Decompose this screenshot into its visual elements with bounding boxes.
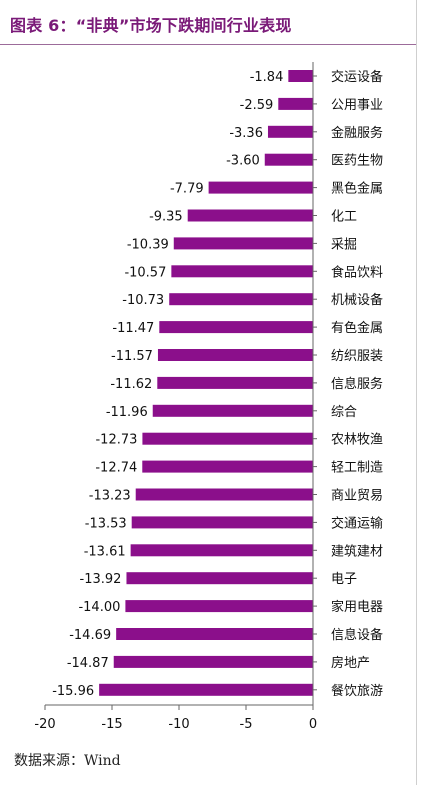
category-label-21: 信息设备 — [331, 627, 383, 643]
data-label-3: -3.36 — [229, 126, 263, 141]
bar-21 — [116, 628, 314, 640]
title-divider — [0, 44, 416, 45]
bar-9 — [169, 293, 313, 306]
source-note: 数据来源：Wind — [14, 753, 121, 769]
data-label-4: -3.60 — [226, 154, 260, 169]
category-label-12: 信息服务 — [331, 376, 383, 392]
data-label-12: -11.62 — [110, 377, 152, 392]
category-label-17: 交通运输 — [331, 515, 383, 531]
x-tick-label-1: -20 — [34, 717, 55, 732]
bar-15 — [142, 460, 313, 473]
data-label-11: -11.57 — [111, 349, 153, 364]
x-tick-label-4: -5 — [240, 717, 253, 732]
bar-7 — [173, 237, 313, 250]
category-label-6: 化工 — [331, 210, 357, 225]
category-label-7: 采掘 — [331, 237, 357, 252]
category-label-10: 有色金属 — [331, 320, 383, 336]
bar-11 — [157, 349, 313, 361]
data-label-2: -2.59 — [240, 98, 274, 113]
x-tick-label-5: 0 — [309, 717, 317, 732]
bar-6 — [187, 209, 313, 222]
data-label-16: -13.23 — [89, 489, 131, 504]
data-label-13: -11.96 — [106, 405, 148, 420]
category-label-20: 家用电器 — [331, 599, 383, 615]
bar-22 — [113, 655, 313, 668]
bar-2 — [278, 97, 313, 110]
category-label-19: 电子 — [331, 572, 357, 587]
category-label-16: 商业贸易 — [331, 489, 383, 504]
category-label-18: 建筑建材 — [331, 543, 383, 559]
bar-1 — [288, 70, 313, 82]
data-label-5: -7.79 — [170, 182, 204, 197]
bar-14 — [142, 432, 313, 445]
data-label-20: -14.00 — [78, 600, 120, 615]
right-border-line — [416, 0, 417, 785]
data-label-23: -15.96 — [52, 684, 94, 699]
data-label-7: -10.39 — [127, 237, 169, 252]
category-label-9: 机械设备 — [331, 292, 383, 308]
chart-header: 图表 6：“非典”市场下跌期间行业表现 — [0, 0, 429, 46]
bar-10 — [159, 321, 313, 334]
category-label-13: 综合 — [331, 405, 357, 420]
category-label-8: 食品饮料 — [331, 264, 383, 280]
bar-20 — [125, 600, 314, 613]
x-tick-label-2: -15 — [101, 717, 122, 732]
data-label-9: -10.73 — [122, 293, 164, 308]
data-label-18: -13.61 — [84, 544, 126, 559]
bar-17 — [131, 516, 313, 529]
data-label-21: -14.69 — [69, 628, 111, 643]
bar-18 — [130, 544, 313, 557]
bar-4 — [264, 153, 313, 166]
bar-23 — [99, 683, 313, 696]
category-label-11: 纺织服装 — [331, 349, 383, 364]
x-tick-label-3: -10 — [168, 717, 189, 732]
bar-3 — [267, 125, 313, 138]
category-label-22: 房地产 — [331, 655, 370, 671]
category-label-2: 公用事业 — [331, 98, 383, 113]
category-label-1: 交运设备 — [331, 69, 383, 85]
data-label-14: -12.73 — [95, 433, 137, 448]
data-label-10: -11.47 — [112, 321, 154, 336]
data-label-22: -14.87 — [67, 656, 109, 671]
category-label-4: 医药生物 — [331, 154, 383, 169]
data-label-8: -10.57 — [124, 265, 166, 280]
data-label-17: -13.53 — [85, 516, 127, 531]
category-label-15: 轻工制造 — [331, 461, 383, 476]
bar-13 — [152, 404, 313, 417]
bar-16 — [135, 488, 313, 501]
chart-title: 图表 6：“非典”市场下跌期间行业表现 — [10, 16, 292, 35]
category-label-14: 农林牧渔 — [331, 433, 383, 448]
category-label-5: 黑色金属 — [331, 181, 383, 197]
bar-5 — [208, 181, 313, 194]
bar-8 — [171, 265, 313, 278]
data-label-6: -9.35 — [149, 210, 183, 225]
data-label-1: -1.84 — [250, 70, 284, 85]
data-label-15: -12.74 — [95, 461, 137, 476]
bar-19 — [126, 572, 313, 585]
category-label-3: 金融服务 — [331, 125, 383, 141]
bar-12 — [157, 376, 313, 389]
category-label-23: 餐饮旅游 — [331, 683, 383, 699]
data-label-19: -13.92 — [80, 572, 122, 587]
